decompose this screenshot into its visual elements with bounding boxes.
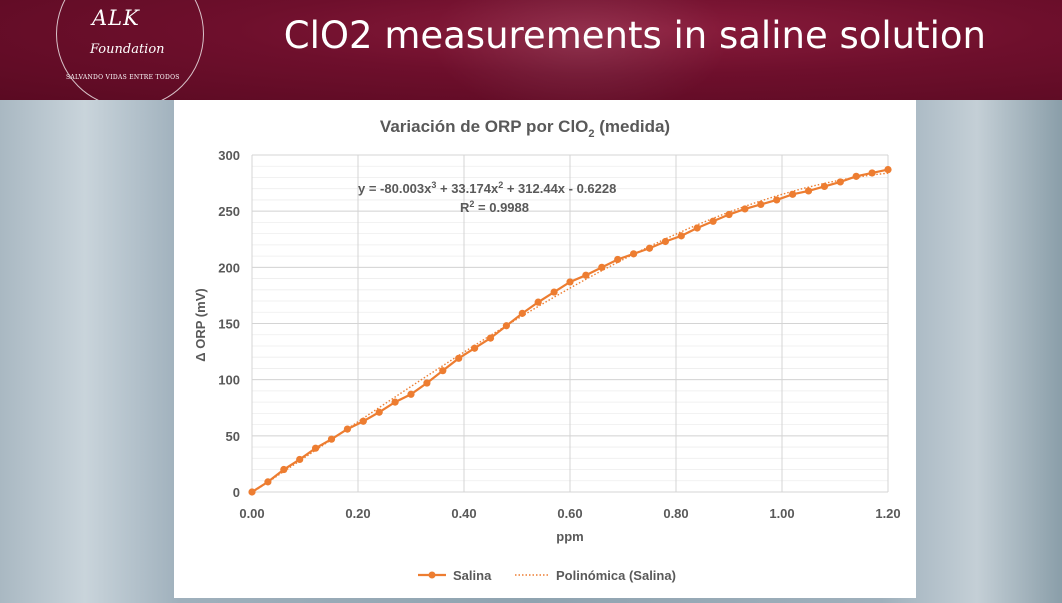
y-axis-label: Δ ORP (mV) (193, 288, 208, 361)
data-point (693, 224, 701, 232)
data-point (359, 417, 367, 425)
trendline-polinomica (251, 172, 889, 494)
x-tick-label: 0.20 (345, 506, 370, 521)
data-point (836, 178, 844, 186)
data-point (677, 232, 685, 240)
y-tick-label: 0 (233, 485, 240, 500)
series-salina (248, 166, 892, 496)
data-point (852, 172, 860, 180)
legend-item-polinomica: Polinómica (Salina) (515, 568, 676, 583)
logo-text: ALK (92, 6, 140, 30)
data-point (439, 367, 447, 375)
logo-tagline: SALVANDO VIDAS ENTRE TODOS (66, 74, 180, 81)
data-point (486, 334, 495, 342)
legend-salina-marker (428, 571, 436, 579)
x-tick-label: 0.60 (557, 506, 582, 521)
slide-title: ClO2 measurements in saline solution (283, 14, 986, 57)
data-point (566, 278, 574, 286)
data-point (280, 465, 288, 474)
data-point (630, 250, 638, 258)
data-point (741, 205, 749, 213)
x-tick-label: 1.20 (875, 506, 900, 521)
data-point (327, 435, 336, 443)
data-point (661, 237, 669, 246)
r-squared: R2 = 0.9988 (460, 199, 529, 215)
data-point (598, 263, 606, 271)
orp-chart: Variación de ORP por ClO2 (medida) 0 50 10… (193, 117, 901, 583)
y-tick-label: 150 (218, 317, 240, 332)
data-point (725, 210, 733, 219)
grid-lines (251, 154, 889, 493)
data-point (391, 398, 399, 406)
legend: Salina Polinómica (Salina) (418, 568, 676, 583)
y-tick-label: 50 (226, 429, 240, 444)
data-point (312, 444, 320, 452)
y-tick-label: 100 (218, 373, 240, 388)
y-tick-label: 300 (218, 148, 240, 163)
data-point (582, 271, 590, 279)
data-point (645, 244, 654, 252)
chart-panel: Variación de ORP por ClO2 (medida) 0 50 10… (174, 100, 916, 598)
data-point (502, 322, 510, 330)
data-point (534, 298, 542, 306)
header-glare (430, 0, 730, 100)
data-point (789, 190, 797, 198)
data-point (343, 425, 351, 433)
data-point (296, 455, 304, 464)
x-tick-labels: 0.00 0.20 0.40 0.60 0.80 1.00 1.20 (239, 506, 900, 521)
data-point (407, 390, 415, 398)
y-tick-label: 250 (218, 204, 240, 219)
x-tick-label: 1.00 (769, 506, 794, 521)
legend-salina-label: Salina (453, 568, 492, 583)
trendline-group (251, 172, 889, 494)
data-point (614, 255, 622, 264)
data-point (550, 288, 558, 296)
data-point (375, 408, 383, 416)
x-tick-label: 0.80 (663, 506, 688, 521)
x-tick-label: 0.40 (451, 506, 476, 521)
slide-header: ALK Foundation SALVANDO VIDAS ENTRE TODO… (0, 0, 1062, 100)
chart-title: Variación de ORP por ClO2 (medida) (380, 117, 670, 140)
x-tick-label: 0.00 (239, 506, 264, 521)
data-point (804, 187, 813, 195)
data-point (868, 169, 876, 177)
data-point (709, 217, 717, 225)
logo-subtext: Foundation (90, 42, 165, 57)
data-point (773, 196, 781, 204)
data-point (264, 478, 272, 486)
x-axis-label: ppm (556, 529, 583, 544)
data-point (423, 379, 431, 387)
legend-polinomica-label: Polinómica (Salina) (556, 568, 676, 583)
y-tick-labels: 0 50 100 150 200 250 300 (218, 148, 240, 500)
data-point (455, 354, 463, 362)
data-point (757, 200, 765, 209)
y-tick-label: 200 (218, 260, 240, 275)
data-point (518, 309, 526, 317)
data-point (471, 344, 479, 352)
data-point (820, 182, 829, 191)
data-point (248, 488, 256, 496)
data-point (884, 166, 892, 174)
trendline-equation: y = -80.003x3 + 33.174x2 + 312.44x - 0.6… (358, 180, 616, 196)
legend-item-salina: Salina (418, 568, 492, 583)
